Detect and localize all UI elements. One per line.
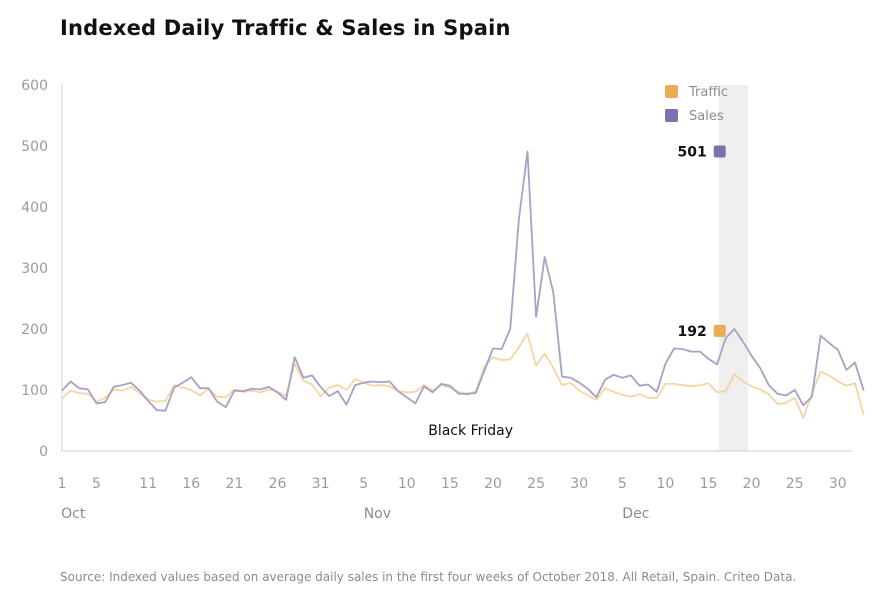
peak-marker-sales [713,145,726,158]
black-friday-band [718,85,749,451]
peak-label-sales: 501 [677,144,706,160]
y-tick-label: 300 [21,261,48,277]
y-tick-label: 600 [21,78,48,94]
x-tick-label: 5 [92,476,101,492]
black-friday-label: Black Friday [428,423,513,439]
x-tick-label: 10 [656,476,674,492]
x-tick-label: 30 [829,476,847,492]
month-label-oct: Oct [61,506,86,522]
x-tick-label: 26 [269,476,287,492]
chart-title: Indexed Daily Traffic & Sales in Spain [60,16,511,40]
x-tick-label: 21 [225,476,243,492]
x-tick-label: 25 [527,476,545,492]
x-tick-label: 16 [182,476,200,492]
x-tick-label: 11 [139,476,157,492]
x-tick-label: 10 [398,476,416,492]
x-tick-label: 15 [700,476,718,492]
y-tick-label: 500 [21,139,48,155]
month-label-dec: Dec [622,506,649,522]
series-line-sales [61,150,865,412]
x-tick-label: 15 [441,476,459,492]
y-tick-label: 100 [21,383,48,399]
peak-label-traffic: 192 [677,324,706,340]
source-note: Source: Indexed values based on average … [60,570,797,584]
legend-label-traffic: Traffic [688,85,728,100]
x-tick-label: 20 [743,476,761,492]
legend-swatch-sales [665,109,678,122]
x-tick-label: 5 [618,476,627,492]
legend-swatch-traffic [665,85,678,98]
peak-marker-traffic [713,324,726,337]
x-tick-label: 1 [58,476,67,492]
y-tick-label: 400 [21,200,48,216]
x-tick-label: 20 [484,476,502,492]
x-tick-label: 31 [312,476,330,492]
x-tick-label: 30 [570,476,588,492]
x-tick-label: 5 [359,476,368,492]
month-label-nov: Nov [364,506,391,522]
y-tick-label: 200 [21,322,48,338]
legend-label-sales: Sales [689,109,724,124]
y-tick-label: 0 [39,444,48,460]
x-tick-label: 25 [786,476,804,492]
